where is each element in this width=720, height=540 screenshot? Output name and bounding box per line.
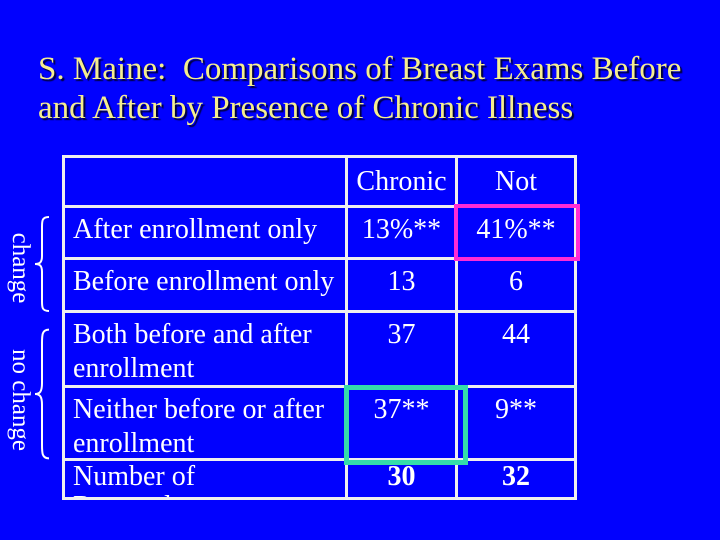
highlight-box-cyan bbox=[344, 385, 468, 465]
value-not: 32 bbox=[502, 461, 530, 492]
row-label: Number of Respondents bbox=[65, 461, 348, 497]
value-chronic: 13 bbox=[348, 260, 458, 313]
highlight-box-magenta bbox=[454, 204, 580, 261]
change-group-brace bbox=[33, 215, 53, 313]
row-label: Neither before or after enrollment bbox=[65, 388, 348, 461]
row-label: Before enrollment only bbox=[65, 260, 348, 313]
value-not: 44 bbox=[458, 313, 574, 388]
value-chronic: 30 bbox=[348, 461, 458, 497]
value-chronic: 37** bbox=[348, 388, 458, 461]
value-not: 6 bbox=[458, 260, 574, 313]
table-row-both: Both before and after enrollment 37 44 bbox=[65, 313, 574, 388]
row-label: After enrollment only bbox=[65, 208, 348, 260]
table-row-before-only: Before enrollment only 13 6 bbox=[65, 260, 574, 313]
slide-title: S. Maine: Comparisons of Breast Exams Be… bbox=[38, 51, 682, 126]
header-cell-chronic: Chronic bbox=[348, 158, 458, 208]
no-change-group-brace bbox=[33, 327, 53, 461]
group-label-no-change: no change bbox=[7, 348, 34, 452]
value-not: 9** bbox=[458, 388, 574, 461]
table-row-respondents: Number of Respondents 30 32 bbox=[65, 461, 574, 497]
header-cell-not: Not bbox=[458, 158, 574, 208]
header-cell-empty bbox=[65, 158, 348, 208]
table-row-neither: Neither before or after enrollment 37** … bbox=[65, 388, 574, 461]
value-chronic: 13%** bbox=[348, 208, 458, 260]
comparison-table: Chronic Not After enrollment only 13%** … bbox=[62, 155, 577, 500]
value-chronic: 37 bbox=[348, 313, 458, 388]
table-header-row: Chronic Not bbox=[65, 158, 574, 208]
row-label: Both before and after enrollment bbox=[65, 313, 348, 388]
group-label-change: change bbox=[7, 232, 34, 304]
